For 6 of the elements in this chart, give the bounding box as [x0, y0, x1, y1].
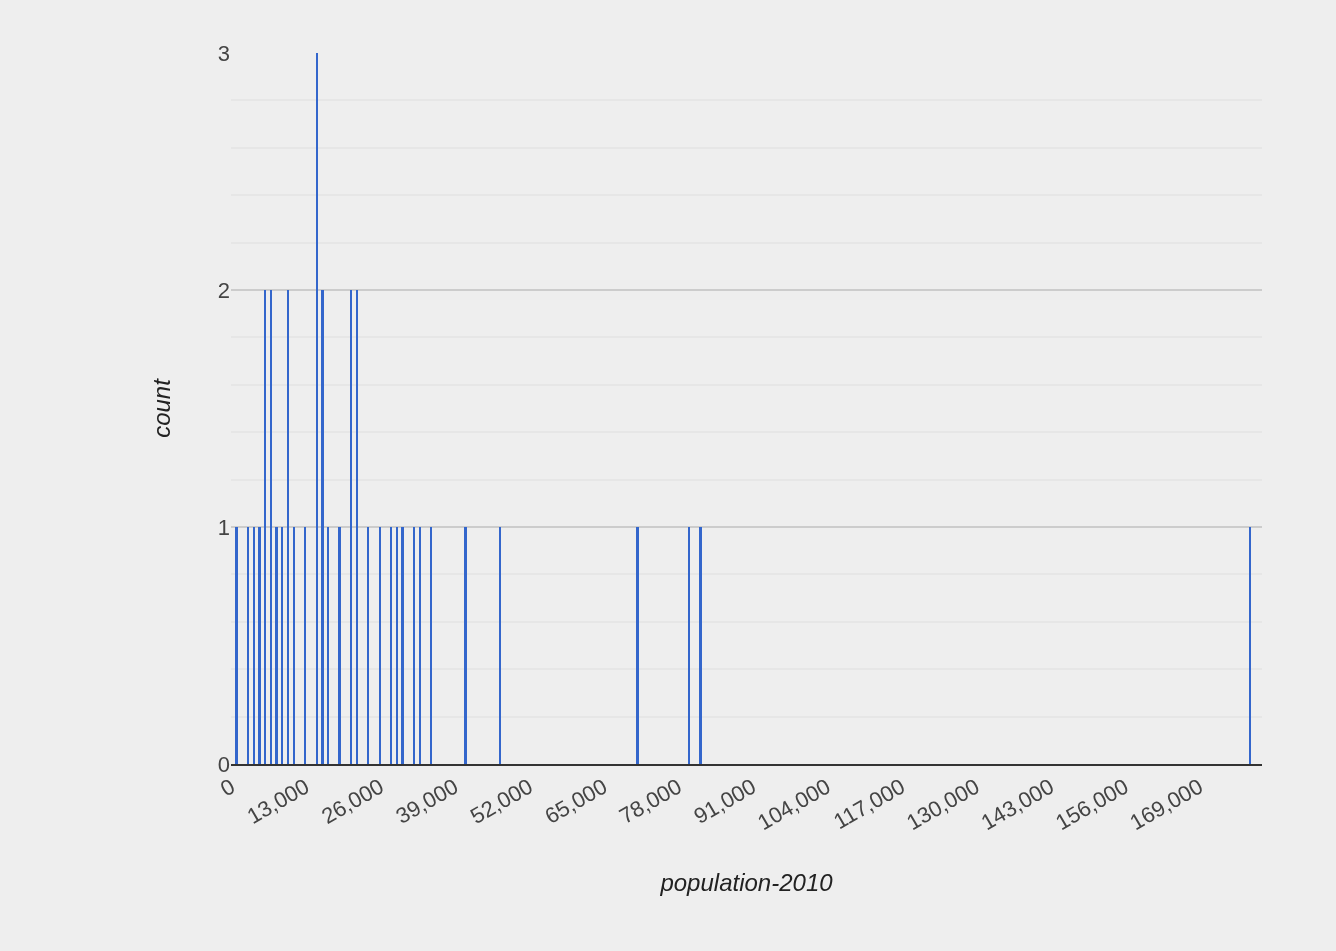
y-tick-label: 1	[217, 514, 230, 540]
y-tick-label: 0	[217, 751, 230, 777]
y-tick-label: 2	[217, 277, 230, 303]
y-axis-title: count	[147, 377, 175, 438]
x-axis-title: population-2010	[659, 868, 834, 896]
y-tick-label: 3	[217, 40, 230, 66]
